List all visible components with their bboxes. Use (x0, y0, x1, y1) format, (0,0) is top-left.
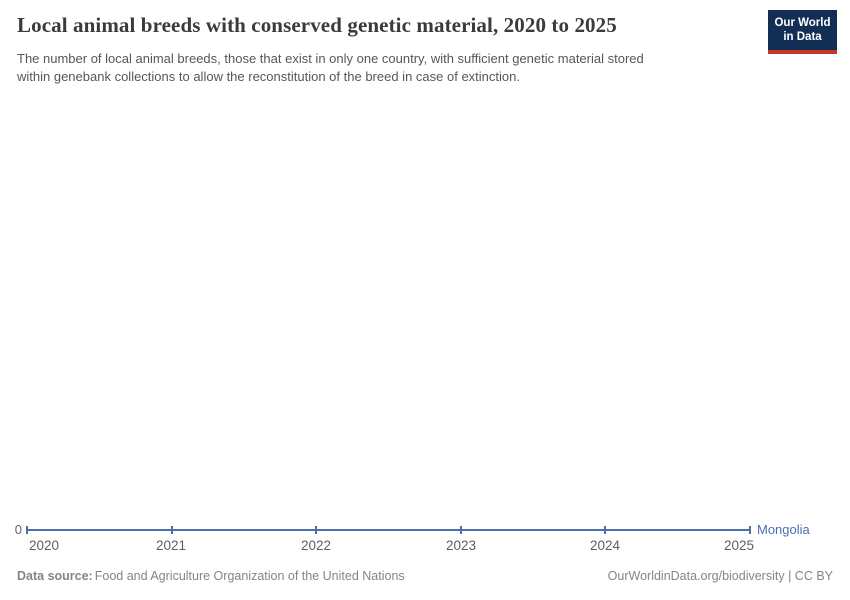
data-point-marker (749, 526, 751, 534)
chart-footer: Data source: Food and Agriculture Organiz… (17, 569, 833, 583)
x-tick-label-2023: 2023 (445, 538, 477, 553)
x-tick-label-2024: 2024 (589, 538, 621, 553)
chart-subtitle: The number of local animal breeds, those… (17, 50, 747, 85)
x-tick-label-2022: 2022 (300, 538, 332, 553)
y-axis-zero-label: 0 (14, 522, 22, 537)
data-point-marker (460, 526, 462, 534)
data-source-label: Data source: (17, 569, 93, 583)
data-point-marker (604, 526, 606, 534)
chart-subtitle-line2: within genebank collections to allow the… (17, 68, 520, 84)
series-label-mongolia: Mongolia (757, 522, 810, 537)
owid-logo: Our World in Data (768, 10, 837, 54)
x-tick-label-2025: 2025 (723, 538, 754, 553)
x-tick-label-2020: 2020 (29, 538, 60, 553)
chart-subtitle-line1: The number of local animal breeds, those… (17, 51, 644, 66)
data-point-marker (26, 526, 28, 534)
data-point-marker (315, 526, 317, 534)
owid-logo-line2: in Data (783, 31, 822, 43)
data-source: Data source: Food and Agriculture Organiz… (17, 569, 405, 583)
credit-link[interactable]: OurWorldinData.org/biodiversity | CC BY (607, 569, 833, 583)
x-tick-label-2021: 2021 (155, 538, 187, 553)
owid-logo-line1: Our World (774, 17, 831, 29)
chart-title: Local animal breeds with conserved genet… (17, 13, 617, 37)
data-point-marker (171, 526, 173, 534)
data-source-value: Food and Agriculture Organization of the… (94, 569, 405, 583)
series-line-mongolia (27, 529, 750, 531)
